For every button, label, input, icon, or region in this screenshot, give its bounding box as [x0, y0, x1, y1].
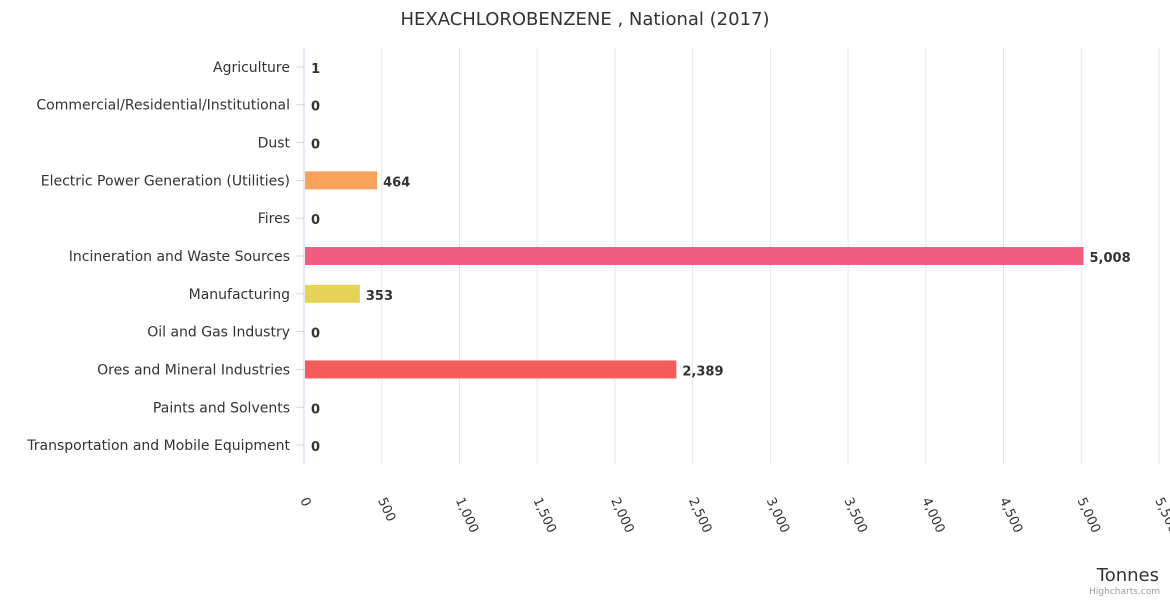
- chart-title: HEXACHLOROBENZENE , National (2017): [400, 9, 769, 30]
- bar[interactable]: [305, 360, 677, 379]
- x-axis-title: Tonnes: [1096, 565, 1159, 586]
- category-label: Commercial/Residential/Institutional: [36, 98, 290, 114]
- data-label: 0: [311, 100, 320, 115]
- x-tick-label: 0: [296, 495, 313, 509]
- data-label: 0: [311, 213, 320, 228]
- x-tick-label: 3,500: [840, 495, 869, 535]
- category-label: Fires: [258, 211, 290, 227]
- category-label: Incineration and Waste Sources: [69, 249, 290, 265]
- category-label: Paints and Solvents: [153, 400, 290, 416]
- x-tick-label: 5,500: [1151, 495, 1170, 535]
- category-label: Manufacturing: [189, 287, 290, 303]
- x-tick-label: 1,000: [452, 495, 481, 535]
- data-label: 1: [311, 62, 320, 77]
- data-label: 353: [366, 289, 393, 304]
- x-tick-label: 500: [374, 495, 398, 524]
- bar[interactable]: [305, 284, 360, 303]
- data-label: 464: [383, 175, 410, 190]
- data-label: 0: [311, 402, 320, 417]
- x-tick-label: 4,500: [996, 495, 1025, 535]
- x-tick-label: 2,500: [685, 495, 714, 535]
- labels: 0 500 1,000 1,500 2,000 2,500 3,000 3,500 4,000 4…: [26, 60, 1170, 536]
- category-label: Electric Power Generation (Utilities): [41, 173, 290, 189]
- bar[interactable]: [305, 247, 1084, 265]
- x-tick-label: 3,000: [763, 495, 792, 535]
- bars: [305, 171, 1084, 379]
- x-tick-label: 4,000: [918, 495, 947, 535]
- category-label: Oil and Gas Industry: [147, 325, 290, 341]
- x-tick-label: 2,000: [607, 495, 636, 535]
- category-label: Ores and Mineral Industries: [97, 362, 290, 378]
- data-label: 0: [311, 440, 320, 455]
- data-label: 2,389: [682, 364, 723, 379]
- category-label: Transportation and Mobile Equipment: [26, 438, 290, 454]
- category-label: Agriculture: [213, 60, 290, 76]
- x-tick-label: 1,500: [530, 495, 559, 535]
- data-label: 0: [311, 138, 320, 153]
- x-tick-label: 5,000: [1074, 495, 1103, 535]
- axes: [296, 48, 305, 464]
- data-label: 5,008: [1090, 251, 1131, 266]
- bar[interactable]: [305, 171, 378, 190]
- credits-link[interactable]: Highcharts.com: [1089, 587, 1160, 597]
- data-label: 0: [311, 327, 320, 342]
- category-label: Dust: [258, 136, 291, 152]
